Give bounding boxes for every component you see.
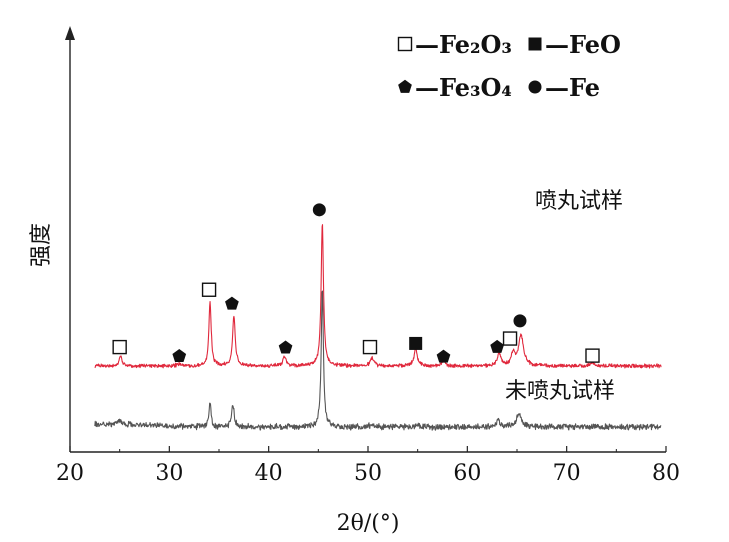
- peak-marker-open-square: [502, 331, 518, 346]
- peak-marker-circle: [312, 203, 326, 217]
- series-label-unpeened: 未喷丸试样: [505, 379, 615, 404]
- axes: 20 30 40 50 60 70 80: [56, 26, 680, 486]
- legend-symbol-circle: [528, 80, 542, 94]
- x-tick-label: 60: [453, 461, 481, 486]
- x-tick-label: 50: [354, 461, 382, 486]
- series-layer: [94, 224, 662, 431]
- peak-marker-open-square: [585, 348, 600, 363]
- legend-label: —Fe: [545, 73, 600, 102]
- marker-layer: [112, 203, 600, 363]
- peak-marker-open-square: [201, 282, 217, 297]
- series-line-0: [94, 224, 662, 369]
- peak-marker-pentagon: [490, 339, 504, 353]
- legend-label: —Fe₃O₄: [415, 73, 512, 102]
- x-tick-label: 80: [652, 461, 680, 486]
- peak-marker-circle: [513, 314, 527, 328]
- peak-marker-pentagon: [278, 340, 293, 354]
- legend-label: —Fe₂O₃: [415, 30, 512, 59]
- legend-symbol-pentagon: [398, 79, 412, 93]
- peak-marker-pentagon: [225, 296, 239, 310]
- peak-marker-pentagon: [436, 349, 451, 363]
- peak-marker-pentagon: [172, 349, 187, 363]
- peak-marker-open-square: [362, 339, 378, 355]
- x-tick-label: 70: [553, 461, 581, 486]
- x-tick-label: 30: [155, 461, 183, 486]
- legend-symbol-filled-square: [528, 37, 542, 51]
- legend-label: —FeO: [545, 30, 621, 59]
- x-tick-label: 20: [56, 461, 84, 486]
- x-tick-label: 40: [255, 461, 283, 486]
- x-axis-label: 2θ/(°): [337, 511, 400, 536]
- peak-marker-filled-square: [409, 336, 423, 350]
- legend: —Fe₂O₃ —FeO —Fe₃O₄ —Fe: [397, 30, 621, 102]
- series-label-shot-peened: 喷丸试样: [535, 189, 623, 214]
- legend-symbol-open-square: [397, 36, 413, 52]
- peak-marker-open-square: [112, 339, 127, 355]
- y-axis-label: 强度: [29, 223, 54, 267]
- series-line-1: [94, 290, 662, 431]
- y-axis-arrow: [65, 26, 75, 40]
